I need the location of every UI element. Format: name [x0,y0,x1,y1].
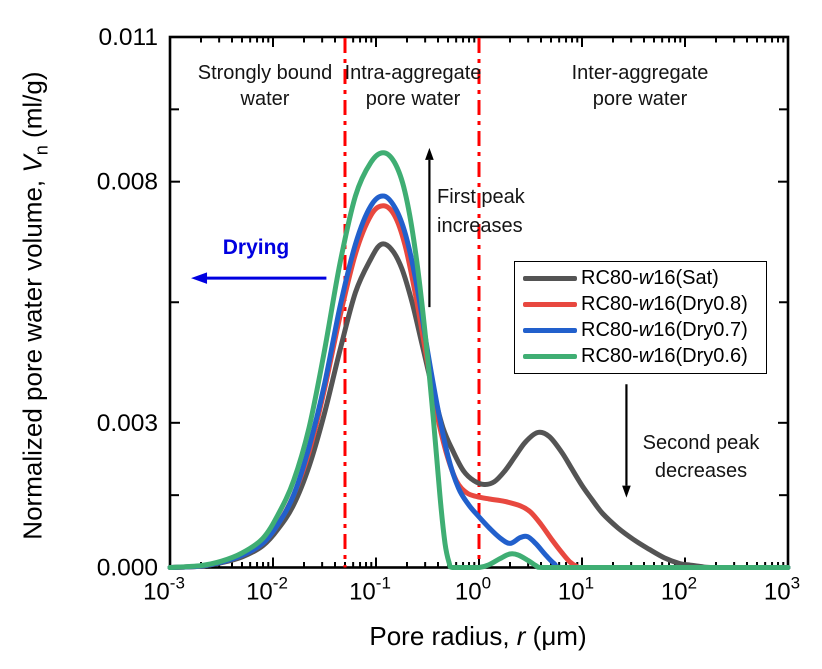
x-tick-label: 10-2 [246,574,288,606]
drying-arrow [191,272,327,284]
legend-line-dry06 [523,354,577,359]
y-tick-label: 0.003 [97,410,158,437]
x-tick-label: 101 [558,574,594,606]
legend-item-dry07: RC80-w16(Dry0.7) [523,319,766,342]
axis-ticks [169,36,789,569]
x-tick-label: 100 [455,574,491,606]
y-tick-label: 0.008 [97,169,158,196]
legend-item-dry06: RC80-w16(Dry0.6) [523,345,766,368]
first-peak-arrow [425,147,434,308]
legend-line-dry08 [523,302,577,307]
x-axis-title: Pore radius, r (μm) [369,621,586,652]
drying-label: Drying [222,236,290,259]
x-tick-label: 10-1 [349,574,391,606]
y-axis-title-text: Normalized pore water volume, [17,172,48,540]
region-label-strongly-bound-water: Strongly bound water [197,62,333,110]
x-tick-label: 10-3 [143,574,185,606]
y-axis-title: Normalized pore water volume, Vn (ml/g) [17,16,52,596]
y-tick-label: 0.000 [97,555,158,582]
x-tick-label: 103 [764,574,800,606]
x-axis-title-unit: (μm) [525,621,587,651]
region-label-inter-aggregate-pore-water: Inter-aggregate pore water [571,62,709,110]
second-peak-label: Second peak decreases [642,432,760,482]
second-peak-arrow [622,384,631,498]
y-axis-title-subscript: n [31,145,52,156]
y-axis-title-symbol: V [17,155,48,173]
legend-item-sat: RC80-w16(Sat) [523,267,766,290]
x-axis-title-symbol: r [516,621,526,651]
legend-line-sat [523,276,577,281]
y-tick-label: 0.011 [99,24,159,51]
legend-item-dry08: RC80-w16(Dry0.8) [523,293,766,316]
x-axis-title-text: Pore radius, [369,621,517,651]
y-axis-title-unit: (ml/g) [17,71,48,146]
curve-rc80-w16-dry0-6- [167,150,791,571]
first-peak-label: First peak increases [437,186,525,237]
legend-line-dry07 [523,328,577,333]
region-label-intra-aggregate-pore-water: Intra-aggregate pore water [344,62,482,110]
curve-rc80-w16-sat- [167,241,791,570]
legend: RC80-w16(Sat) RC80-w16(Dry0.8) RC80-w16(… [514,261,767,374]
x-tick-label: 102 [661,574,697,606]
